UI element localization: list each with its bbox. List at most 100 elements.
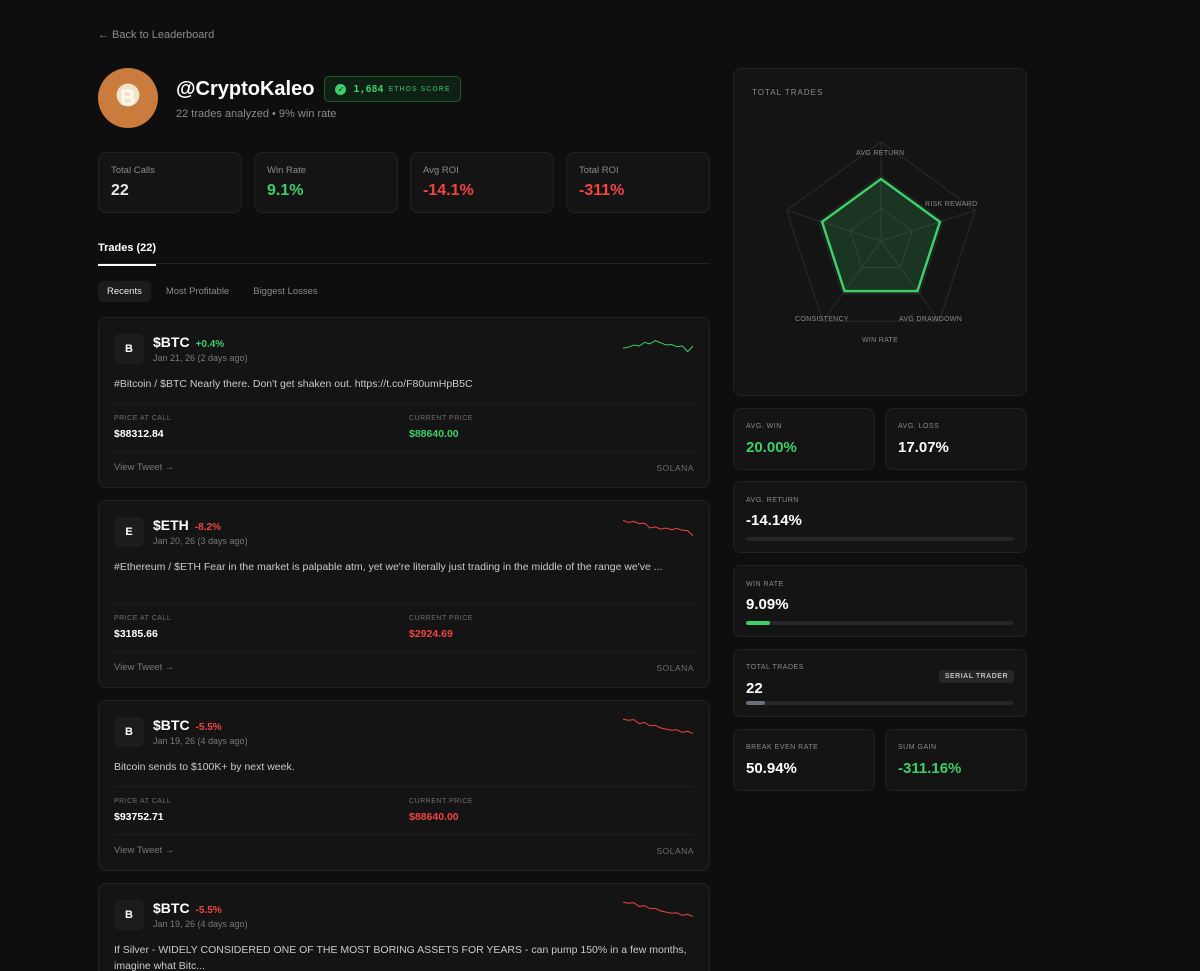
stat-label: Win Rate (267, 165, 307, 176)
win-rate-bar (746, 621, 1014, 625)
radar-axis-win-rate: WIN RATE (862, 337, 899, 344)
current-price: CURRENT PRICE $2924.69 (409, 615, 473, 640)
price-change: -5.5% (195, 905, 222, 916)
trade-card-header: B $BTC +0.4% Jan 21, 26 (2 days ago) (114, 334, 248, 364)
current-price-value: $88640.00 (409, 811, 459, 823)
stat-label: Total ROI (579, 165, 619, 176)
price-at-call: PRICE AT CALL $3185.66 (114, 615, 171, 640)
metric-label: TOTAL TRADES (746, 664, 804, 671)
sparkline-chart (623, 519, 693, 537)
divider (114, 651, 694, 652)
trade-filters: Recents Most Profitable Biggest Losses (98, 281, 327, 302)
price-at-call: PRICE AT CALL $88312.84 (114, 415, 171, 440)
filter-biggest-losses[interactable]: Biggest Losses (253, 286, 318, 297)
serial-trader-badge: SERIAL TRADER (938, 670, 1014, 683)
stat-value: 22 (111, 182, 129, 199)
view-tweet-link[interactable]: View Tweet → (114, 462, 175, 473)
profile-header: B @CryptoKaleo ✓ 1,684 ETHOS SCORE 22 tr… (98, 68, 462, 128)
trade-card-header: B $BTC -5.5% Jan 19, 26 (4 days ago) (114, 900, 248, 930)
metric-break-even-rate: BREAK EVEN RATE 50.94% (733, 729, 875, 791)
trade-card: B $BTC +0.4% Jan 21, 26 (2 days ago) #Bi… (98, 317, 710, 488)
metric-value: 9.09% (746, 596, 789, 613)
total-trades-bar (746, 701, 1014, 705)
coin-row: $ETH -8.2% (153, 517, 248, 533)
stat-value: 9.1% (267, 182, 304, 199)
avatar: B (98, 68, 158, 128)
ethos-score-value: 1,684 (353, 83, 384, 95)
divider (114, 603, 694, 604)
coin-badge: B (114, 717, 144, 747)
radar-axis-avg-drawdown: AVG DRAWDOWN (899, 316, 963, 323)
profile-subline: 22 trades analyzed • 9% win rate (176, 108, 337, 120)
trade-card: E $ETH -8.2% Jan 20, 26 (3 days ago) #Et… (98, 500, 710, 688)
radar-grid-ring (818, 174, 944, 295)
current-price: CURRENT PRICE $88640.00 (409, 798, 473, 823)
profile-info: @CryptoKaleo ✓ 1,684 ETHOS SCORE 22 trad… (176, 76, 462, 120)
price-at-call-value: $93752.71 (114, 811, 164, 823)
current-price-value: $2924.69 (409, 628, 453, 640)
tweet-text: #Bitcoin / $BTC Nearly there. Don't get … (114, 378, 473, 390)
price-at-call-label: PRICE AT CALL (114, 615, 172, 622)
sparkline-chart (623, 340, 693, 353)
view-tweet-link[interactable]: View Tweet → (114, 662, 175, 673)
price-at-call-value: $3185.66 (114, 628, 158, 640)
stat-label: Avg ROI (423, 165, 459, 176)
trade-card-header: B $BTC -5.5% Jan 19, 26 (4 days ago) (114, 717, 248, 747)
radar-shape (820, 177, 942, 293)
trade-date: Jan 20, 26 (3 days ago) (153, 536, 248, 546)
trade-date: Jan 21, 26 (2 days ago) (153, 353, 248, 363)
divider (114, 834, 694, 835)
back-to-leaderboard-link[interactable]: ← Back to Leaderboard (98, 29, 215, 41)
metric-win-rate: WIN RATE 9.09% (733, 565, 1027, 637)
stat-avg-roi: Avg ROI -14.1% (410, 152, 554, 213)
ethos-score-badge: ✓ 1,684 ETHOS SCORE (324, 76, 462, 102)
tab-trades[interactable]: Trades (22) (98, 242, 157, 266)
ticker: $ETH (153, 517, 189, 533)
total-trades-bar-fill (746, 701, 765, 705)
profile-handle: @CryptoKaleo (176, 77, 315, 100)
tab-bar: Trades (22) (98, 238, 710, 266)
metric-avg-loss: AVG. LOSS 17.07% (885, 408, 1027, 470)
filter-most-profitable[interactable]: Most Profitable (165, 286, 230, 297)
radar-grid (786, 141, 976, 322)
ticker: $BTC (153, 717, 190, 733)
coin-info: $ETH -8.2% Jan 20, 26 (3 days ago) (153, 517, 248, 547)
metric-label: WIN RATE (746, 581, 784, 588)
radar-grid-spoke (822, 240, 882, 322)
price-at-call-label: PRICE AT CALL (114, 798, 172, 805)
metric-value: 20.00% (746, 439, 797, 456)
metric-value: -311.16% (898, 760, 962, 777)
divider (114, 786, 694, 787)
sparkline-chart (623, 901, 693, 917)
radar-grid-spoke (880, 240, 940, 322)
ethos-score-label: ETHOS SCORE (388, 85, 451, 93)
metric-sum-gain: SUM GAIN -311.16% (885, 729, 1027, 791)
radar-axis-consistency: CONSISTENCY (795, 316, 849, 323)
view-tweet-link[interactable]: View Tweet → (114, 845, 175, 856)
metric-value: 22 (746, 680, 763, 697)
divider (114, 403, 694, 404)
sparkline-line (623, 340, 693, 353)
current-price-value: $88640.00 (409, 428, 459, 440)
win-rate-bar-fill (746, 621, 771, 625)
trade-card: B $BTC -5.5% Jan 19, 26 (4 days ago) If … (98, 883, 710, 971)
price-change: +0.4% (195, 339, 225, 350)
trade-date: Jan 19, 26 (4 days ago) (153, 919, 248, 929)
metric-value: 50.94% (746, 760, 797, 777)
price-change: -8.2% (194, 522, 221, 533)
filter-recents[interactable]: Recents (98, 281, 151, 302)
current-price-label: CURRENT PRICE (409, 798, 473, 805)
coin-row: $BTC +0.4% (153, 334, 248, 350)
stat-win-rate: Win Rate 9.1% (254, 152, 398, 213)
sparkline-line (623, 901, 693, 917)
coin-badge: B (114, 900, 144, 930)
avg-return-bar (746, 537, 1014, 541)
stats-row: Total Calls 22 Win Rate 9.1% Avg ROI -14… (98, 152, 710, 213)
check-circle-icon: ✓ (335, 83, 347, 95)
total-trades-radar-panel: TOTAL TRADES AVG RETURN RISK REWARD AVG … (733, 68, 1027, 396)
stat-value: -311% (579, 182, 625, 199)
metric-label: AVG. RETURN (746, 497, 799, 504)
coin-badge: B (114, 334, 144, 364)
metric-value: 17.07% (898, 439, 949, 456)
metric-label: AVG. LOSS (898, 423, 940, 430)
